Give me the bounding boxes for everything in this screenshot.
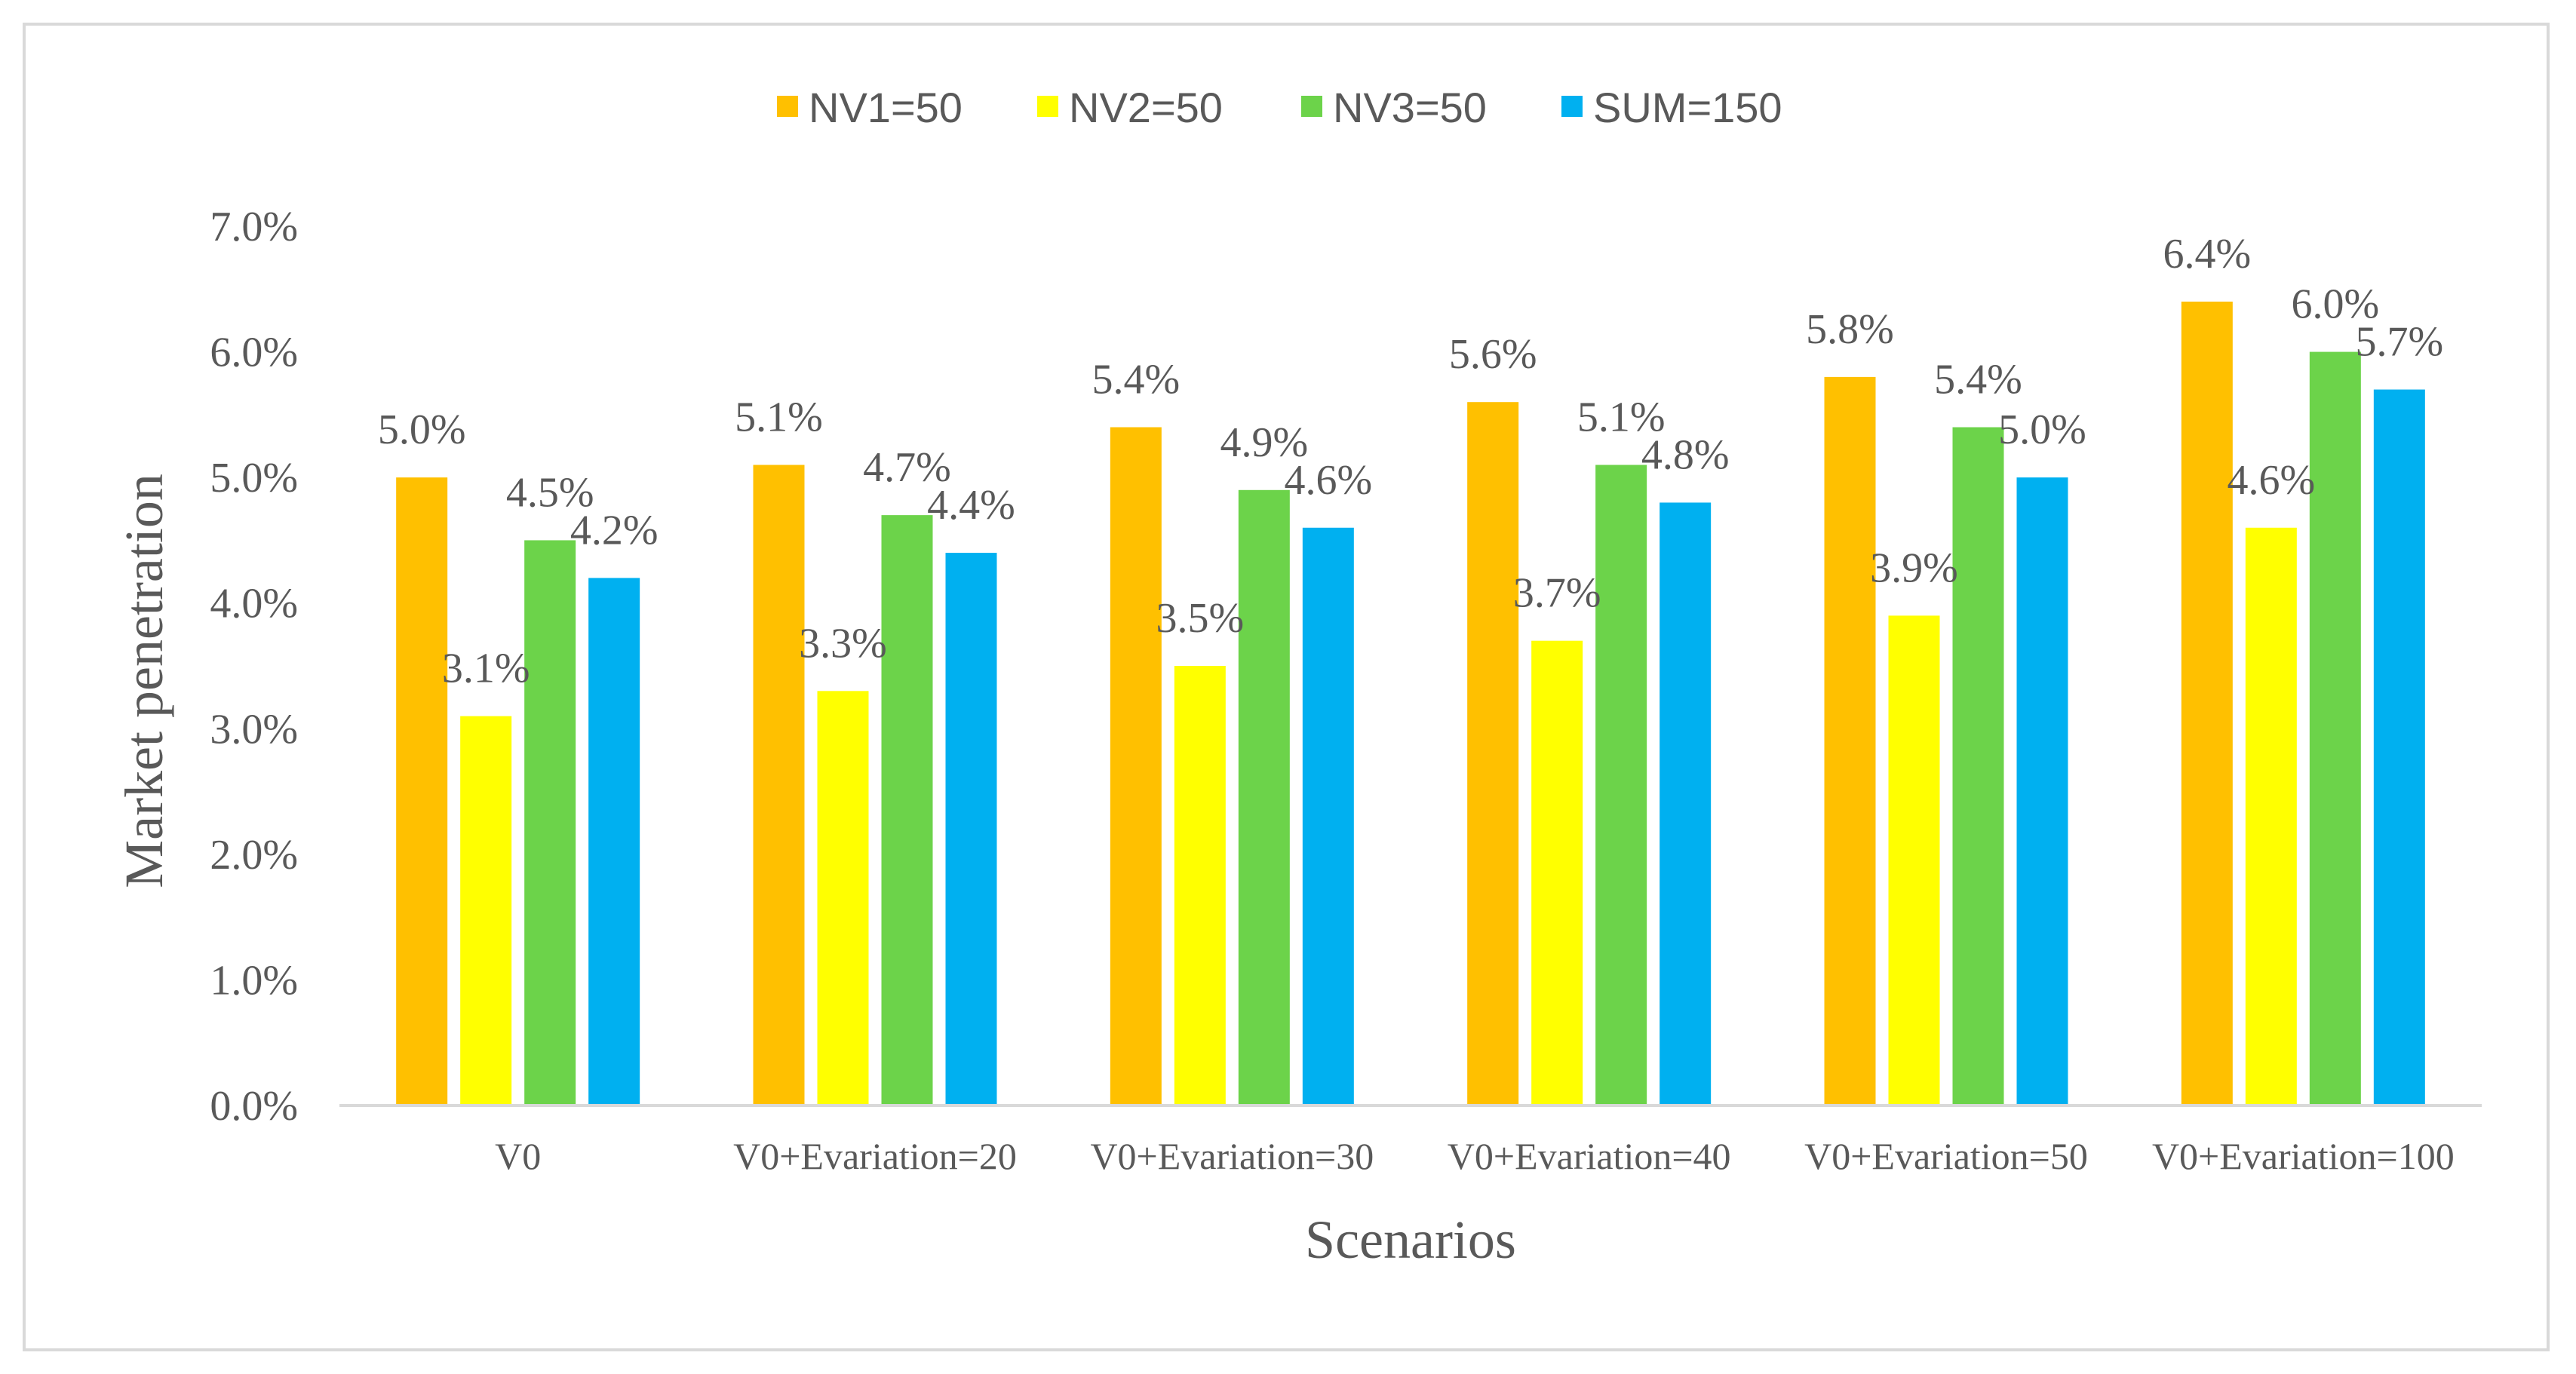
data-label: 5.1% bbox=[735, 394, 823, 440]
x-category-label: V0+Evariation=50 bbox=[1804, 1135, 2088, 1177]
bar-sum-150-1 bbox=[945, 553, 997, 1106]
bar-sum-150-5 bbox=[2373, 389, 2425, 1106]
data-label: 4.2% bbox=[570, 507, 659, 554]
bar-nv1-50-5 bbox=[2181, 301, 2233, 1106]
data-label: 6.4% bbox=[2163, 231, 2252, 278]
x-category-label: V0+Evariation=30 bbox=[1090, 1135, 1374, 1177]
data-label: 5.0% bbox=[378, 406, 466, 453]
y-tick-label: 2.0% bbox=[210, 832, 298, 879]
bar-nv1-50-2 bbox=[1110, 427, 1162, 1106]
y-axis-ticks: 0.0% 1.0% 2.0% 3.0% 4.0% 5.0% 6.0% 7.0% bbox=[210, 204, 298, 1130]
x-category-label: V0+Evariation=40 bbox=[1448, 1135, 1731, 1177]
data-label: 3.3% bbox=[799, 620, 887, 667]
bar-nv1-50-1 bbox=[753, 465, 805, 1106]
bar-nv1-50-4 bbox=[1824, 376, 1876, 1106]
bar-nv3-50-4 bbox=[1952, 427, 2004, 1106]
data-label: 4.6% bbox=[2228, 457, 2316, 504]
bar-nv3-50-1 bbox=[881, 515, 933, 1106]
y-tick-label: 5.0% bbox=[210, 455, 298, 501]
legend-swatch bbox=[1561, 96, 1583, 117]
legend-swatch bbox=[777, 96, 798, 117]
data-label: 5.0% bbox=[1998, 406, 2086, 453]
legend-swatch bbox=[1037, 96, 1058, 117]
data-label: 4.7% bbox=[863, 444, 951, 491]
bar-nv3-50-0 bbox=[524, 540, 576, 1106]
y-tick-label: 1.0% bbox=[210, 957, 298, 1004]
bars bbox=[396, 301, 2425, 1106]
bar-nv2-50-4 bbox=[1888, 615, 1940, 1106]
data-label: 3.1% bbox=[442, 646, 530, 692]
x-category-label: V0+Evariation=100 bbox=[2152, 1135, 2455, 1177]
bar-nv3-50-2 bbox=[1238, 489, 1290, 1106]
data-label: 5.4% bbox=[1934, 357, 2022, 403]
data-label: 4.8% bbox=[1641, 431, 1730, 478]
bar-sum-150-0 bbox=[588, 578, 640, 1106]
bar-nv2-50-0 bbox=[460, 716, 512, 1106]
legend-label: SUM=150 bbox=[1593, 84, 1782, 131]
y-tick-label: 7.0% bbox=[210, 204, 298, 250]
bar-nv2-50-5 bbox=[2245, 527, 2297, 1106]
bar-nv2-50-2 bbox=[1174, 666, 1226, 1106]
y-tick-label: 0.0% bbox=[210, 1083, 298, 1130]
data-label: 4.5% bbox=[506, 469, 594, 516]
y-tick-label: 6.0% bbox=[210, 330, 298, 376]
data-label: 3.5% bbox=[1156, 595, 1245, 642]
data-label: 3.7% bbox=[1513, 570, 1601, 617]
bar-nv1-50-3 bbox=[1467, 402, 1519, 1106]
data-label: 4.6% bbox=[1285, 457, 1373, 504]
legend-label: NV3=50 bbox=[1333, 84, 1487, 131]
bar-sum-150-4 bbox=[2016, 477, 2068, 1106]
y-tick-label: 3.0% bbox=[210, 706, 298, 753]
bar-sum-150-2 bbox=[1302, 527, 1354, 1106]
legend-label: NV1=50 bbox=[809, 84, 963, 131]
x-category-label: V0+Evariation=20 bbox=[733, 1135, 1017, 1177]
data-label: 5.7% bbox=[2356, 319, 2444, 366]
data-label: 5.6% bbox=[1449, 331, 1537, 378]
data-label: 3.9% bbox=[1870, 544, 1958, 591]
x-category-label: V0 bbox=[495, 1135, 541, 1177]
bar-sum-150-3 bbox=[1660, 502, 1712, 1106]
bar-nv3-50-5 bbox=[2309, 351, 2361, 1106]
data-labels: 5.0% 3.1% 4.5%4.2% 5.1% 3.3% 4.7%4.4% 5.4% 3.5%… bbox=[378, 231, 2443, 692]
legend-label: NV2=50 bbox=[1069, 84, 1223, 131]
y-axis-title: Market penetration bbox=[114, 474, 174, 888]
data-label: 5.1% bbox=[1577, 394, 1666, 440]
y-tick-label: 4.0% bbox=[210, 581, 298, 627]
legend: NV1=50 NV2=50 NV3=50 SUM=150 bbox=[777, 84, 1782, 131]
data-label: 4.9% bbox=[1220, 419, 1309, 466]
x-axis-title: Scenarios bbox=[1305, 1210, 1516, 1270]
data-label: 4.4% bbox=[927, 482, 1015, 529]
data-label: 5.4% bbox=[1092, 357, 1181, 403]
bar-nv1-50-0 bbox=[396, 477, 448, 1106]
data-label: 5.8% bbox=[1806, 306, 1894, 353]
bar-nv2-50-3 bbox=[1531, 640, 1583, 1106]
x-axis-categories: V0 V0+Evariation=20 V0+Evariation=30 V0+Eva… bbox=[495, 1135, 2455, 1177]
data-label: 6.0% bbox=[2292, 281, 2380, 328]
legend-swatch bbox=[1301, 96, 1322, 117]
bar-nv3-50-3 bbox=[1595, 465, 1647, 1106]
bar-nv2-50-1 bbox=[817, 691, 869, 1106]
